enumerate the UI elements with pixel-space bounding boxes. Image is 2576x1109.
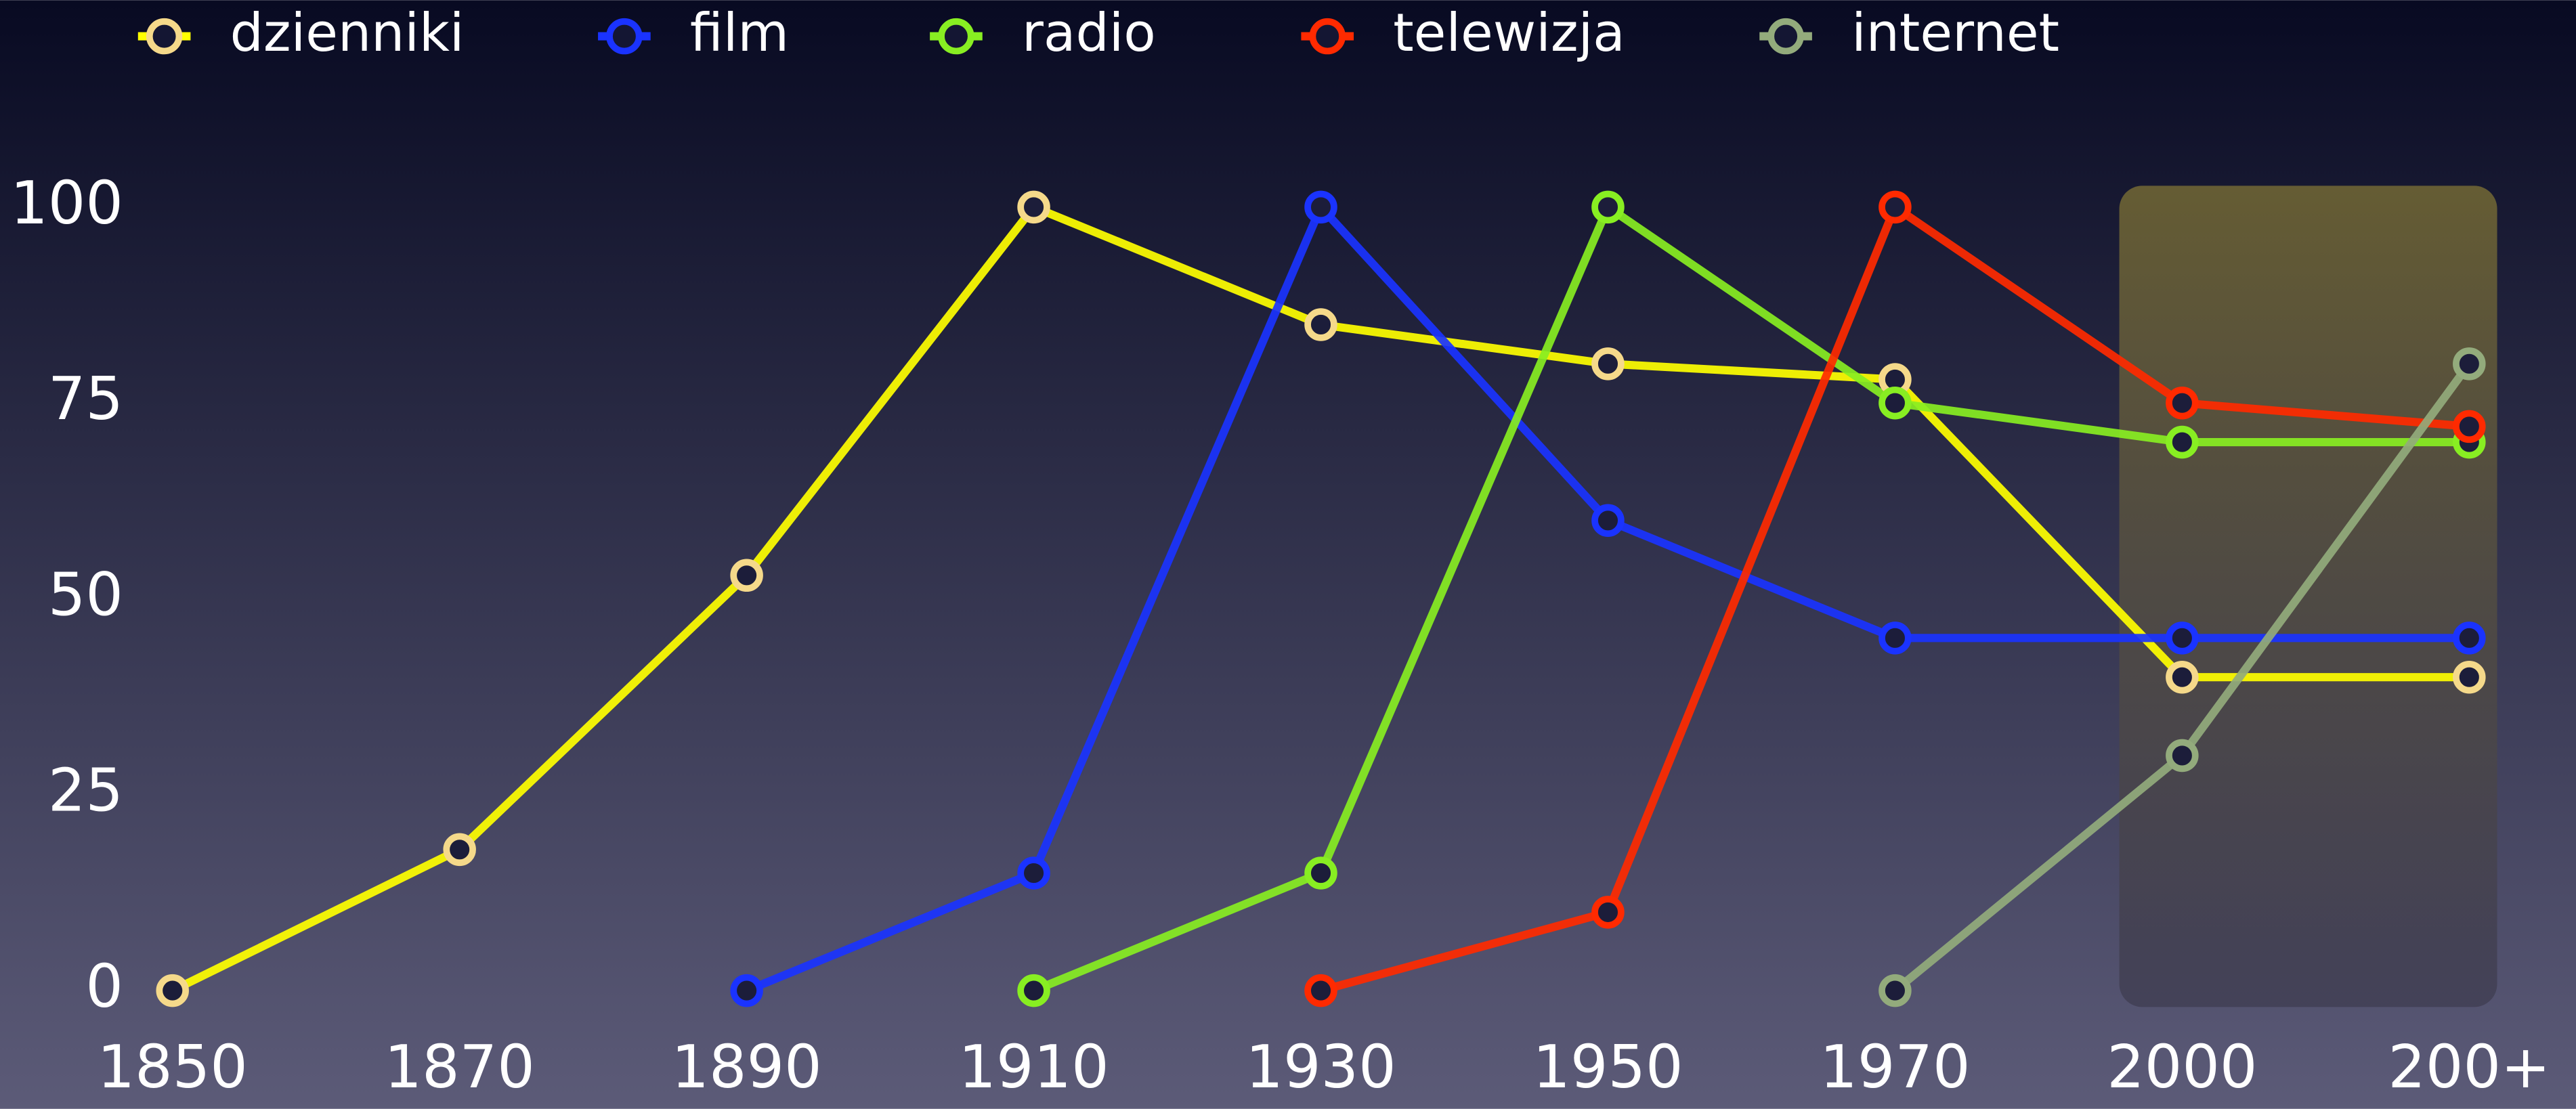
y-tick-label: 100 (10, 169, 123, 238)
data-point (2453, 347, 2486, 380)
x-tick-label: 2000 (2107, 1032, 2257, 1102)
data-point (2166, 425, 2199, 459)
data-point (2166, 739, 2199, 773)
data-point (156, 974, 189, 1007)
x-tick-label: 1910 (958, 1032, 1109, 1102)
data-point (2166, 622, 2199, 655)
data-point (1591, 896, 1625, 929)
data-point (1591, 190, 1625, 224)
data-point (1879, 974, 1912, 1007)
legend-marker (938, 18, 974, 55)
legend-marker (606, 18, 643, 55)
legend-marker (146, 18, 183, 55)
x-tick-label: 1950 (1532, 1032, 1683, 1102)
x-tick-label: 1930 (1245, 1032, 1396, 1102)
data-point (2453, 622, 2486, 655)
data-point (730, 974, 763, 1007)
data-point (2453, 410, 2486, 443)
x-tick-label: 1850 (98, 1032, 248, 1102)
highlight-region (2119, 186, 2497, 1007)
legend-marker (1767, 18, 1804, 55)
plot: 0 25 50 75 100 1850 1870 1890 1910 1930 1950 1970 20… (10, 3, 2550, 1102)
data-point (1879, 386, 1912, 420)
data-point (1304, 974, 1337, 1007)
y-tick-label: 75 (48, 364, 123, 433)
data-point (1591, 504, 1625, 538)
data-point (2453, 660, 2486, 694)
y-tick-label: 0 (85, 952, 123, 1021)
y-tick-label: 50 (48, 560, 123, 629)
series-line (1032, 202, 2470, 995)
data-point (1304, 856, 1337, 890)
data-point (1591, 347, 1625, 380)
legend-label: internet (1851, 3, 2059, 64)
data-point (2166, 660, 2199, 694)
data-point (1017, 856, 1050, 890)
x-tick-label: 200+ (2388, 1032, 2550, 1102)
data-point (2166, 386, 2199, 420)
x-tick-label: 1970 (1820, 1032, 1970, 1102)
x-tick-label: 1870 (385, 1032, 535, 1102)
legend-marker (1309, 18, 1346, 55)
legend-label: telewizja (1393, 3, 1625, 64)
data-point (1879, 190, 1912, 224)
data-point (1304, 308, 1337, 341)
data-point (1017, 974, 1050, 1007)
data-point (1879, 622, 1912, 655)
data-point (730, 559, 763, 592)
data-point (1017, 190, 1050, 224)
x-tick-label: 1890 (672, 1032, 822, 1102)
legend-label: radio (1022, 3, 1156, 64)
data-point (1304, 190, 1337, 224)
legend-label: dzienniki (230, 3, 465, 64)
y-tick-label: 25 (48, 756, 123, 825)
data-point (443, 833, 476, 867)
legend-label: film (690, 3, 789, 64)
